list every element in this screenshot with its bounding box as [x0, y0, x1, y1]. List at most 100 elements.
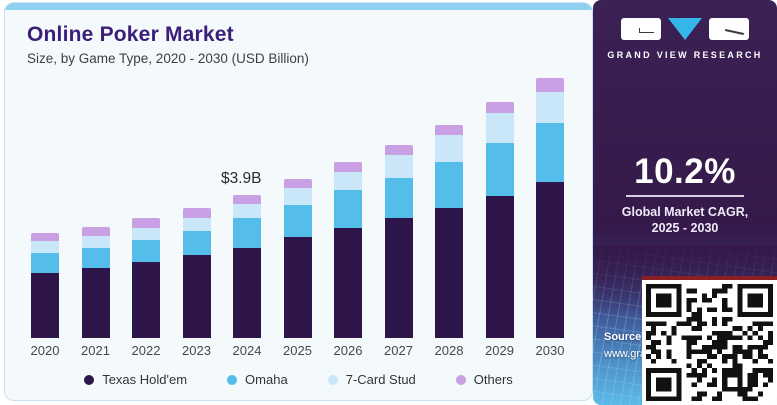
segment-7-card-stud-2023: [182, 217, 211, 232]
segment-others-2026: [334, 162, 362, 172]
cagr-label-line1: Global Market CAGR,: [621, 205, 749, 219]
stacked-bar-chart: 2020 2021 2022 2023 $3.9B 2024 2025 2026 2027 202…: [31, 70, 564, 358]
segment-7-card-stud-2020: [31, 241, 59, 254]
segment-others-2024: [233, 195, 261, 205]
segment-texas-hold-em-2022: [132, 261, 160, 338]
logo-g-shape: [621, 18, 661, 40]
cagr-block: 10.2% Global Market CAGR, 2025 - 2030: [593, 152, 777, 236]
x-axis-label-2030: 2030: [535, 343, 565, 358]
segment-7-card-stud-2021: [81, 235, 110, 249]
legend-dot-icon: [455, 374, 466, 385]
segment-omaha-2026: [334, 189, 362, 228]
qr-code-image: [646, 284, 773, 401]
segment-texas-hold-em-2023: [182, 255, 211, 338]
bar-2023: 2023: [182, 70, 211, 358]
segment-7-card-stud-2028: [435, 134, 463, 162]
logo-glyphs: [593, 18, 777, 41]
segment-7-card-stud-2026: [334, 171, 362, 190]
legend-item-texas-hold-em: Texas Hold'em: [84, 372, 187, 387]
segment-omaha-2021: [81, 248, 110, 269]
segment-omaha-2023: [182, 231, 211, 256]
segment-omaha-2022: [132, 239, 160, 262]
segment-omaha-2029: [485, 142, 514, 196]
segment-omaha-2024: [233, 218, 261, 248]
bar-2025: 2025: [283, 70, 312, 358]
legend-label: Others: [473, 372, 513, 387]
legend-label: Texas Hold'em: [102, 372, 188, 387]
segment-omaha-2027: [384, 177, 413, 218]
segment-omaha-2020: [31, 253, 59, 273]
x-axis-label-2020: 2020: [30, 343, 60, 358]
segment-texas-hold-em-2030: [536, 181, 564, 338]
segment-7-card-stud-2030: [536, 91, 564, 123]
segment-omaha-2025: [283, 204, 312, 238]
logo-r-shape: [709, 18, 749, 40]
segment-texas-hold-em-2021: [81, 268, 110, 338]
segment-others-2029: [485, 102, 514, 114]
segment-omaha-2030: [536, 122, 564, 182]
source-url: www.gra: [604, 348, 647, 361]
segment-7-card-stud-2024: [233, 204, 261, 219]
cagr-label-line2: 2025 - 2030: [651, 220, 719, 235]
segment-others-2025: [283, 178, 312, 188]
legend-item-7-card-stud: 7-Card Stud: [327, 372, 416, 387]
x-axis-label-2026: 2026: [333, 343, 363, 358]
x-axis-label-2029: 2029: [485, 343, 514, 358]
segment-others-2030: [536, 77, 564, 92]
segment-7-card-stud-2029: [485, 113, 514, 143]
bar-2022: 2022: [132, 70, 160, 358]
bar-2028: 2028: [435, 70, 463, 358]
legend-dot-icon: [84, 374, 95, 385]
card-accent-strip: [5, 3, 592, 10]
bar-2024: $3.9B 2024: [221, 70, 262, 358]
bar-2021: 2021: [81, 70, 110, 358]
legend-dot-icon: [327, 374, 338, 385]
segment-others-2027: [384, 145, 413, 156]
chart-card: Online Poker Market Size, by Game Type, …: [4, 2, 593, 401]
legend-label: 7-Card Stud: [345, 372, 416, 387]
grand-view-research-logo: GRAND VIEW RESEARCH: [593, 18, 777, 60]
x-axis-label-2022: 2022: [131, 343, 161, 358]
x-axis-label-2025: 2025: [283, 343, 312, 358]
bar-2027: 2027: [384, 70, 413, 358]
segment-texas-hold-em-2028: [435, 208, 463, 338]
segment-texas-hold-em-2020: [31, 272, 59, 338]
x-axis-label-2027: 2027: [384, 343, 413, 358]
source-label: Source:: [604, 330, 645, 343]
bar-2026: 2026: [334, 70, 362, 358]
x-axis-label-2028: 2028: [434, 343, 464, 358]
value-annotation: $3.9B: [221, 170, 262, 188]
cagr-value: 10.2%: [634, 152, 736, 191]
legend-label: Omaha: [245, 372, 288, 387]
chart-legend: Texas Hold'em Omaha 7-Card Stud Others: [5, 372, 592, 387]
qr-code: [642, 276, 777, 405]
x-axis-label-2021: 2021: [81, 343, 110, 358]
segment-others-2020: [31, 233, 59, 242]
segment-7-card-stud-2025: [283, 187, 312, 205]
segment-others-2021: [81, 227, 110, 236]
bar-2030: 2030: [536, 70, 564, 358]
segment-7-card-stud-2027: [384, 155, 413, 178]
legend-item-others: Others: [455, 372, 513, 387]
legend-item-omaha: Omaha: [227, 372, 288, 387]
bar-2020: 2020: [31, 70, 59, 358]
segment-texas-hold-em-2024: [233, 247, 261, 338]
chart-header: Online Poker Market Size, by Game Type, …: [5, 10, 592, 66]
segment-texas-hold-em-2029: [485, 196, 514, 338]
segment-texas-hold-em-2025: [283, 237, 312, 338]
segment-texas-hold-em-2027: [384, 217, 413, 338]
chart-title: Online Poker Market: [27, 23, 234, 46]
x-axis-label-2024: 2024: [232, 343, 262, 358]
segment-others-2022: [132, 218, 160, 228]
logo-v-triangle-icon: [668, 18, 702, 40]
legend-dot-icon: [227, 374, 238, 385]
segment-7-card-stud-2022: [132, 227, 160, 240]
segment-others-2028: [435, 124, 463, 135]
segment-others-2023: [182, 207, 211, 218]
segment-texas-hold-em-2026: [334, 227, 362, 338]
chart-subtitle: Size, by Game Type, 2020 - 2030 (USD Bil…: [27, 51, 309, 66]
source-note: Source: www.gra: [604, 329, 646, 364]
x-axis-label-2023: 2023: [182, 343, 211, 358]
segment-omaha-2028: [435, 161, 463, 209]
